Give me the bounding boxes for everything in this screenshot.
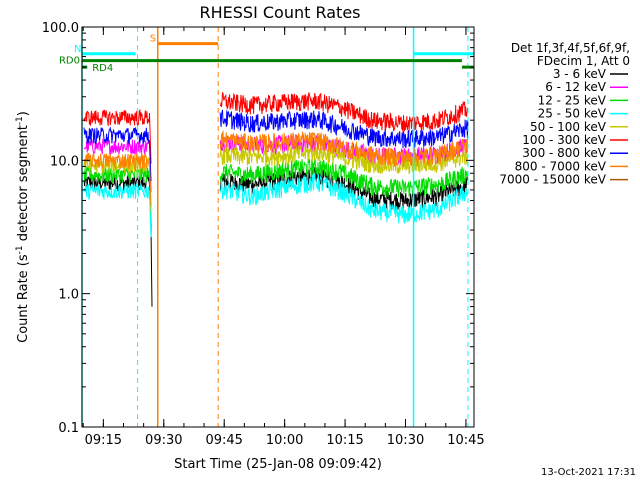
- legend-label-7: 800 - 7000 keV: [515, 159, 607, 173]
- x-tick-label-4: 10:15: [326, 433, 363, 448]
- x-axis-title: Start Time (25-Jan-08 09:09:42): [174, 457, 382, 472]
- flag-label-rd0: RD0: [59, 56, 80, 67]
- legend-label-8: 7000 - 15000 keV: [499, 173, 606, 187]
- flag-label-rd4: RD4: [92, 63, 113, 74]
- legend-header-1: FDecim 1, Att 0: [537, 54, 630, 68]
- y-tick-label-2: 10.0: [50, 154, 79, 169]
- legend-label-2: 12 - 25 keV: [538, 93, 607, 107]
- series-2: [83, 157, 469, 222]
- x-tick-label-0: 09:15: [85, 433, 122, 448]
- series-3: [83, 173, 469, 238]
- legend-label-4: 50 - 100 keV: [530, 120, 607, 134]
- flag-label-s: S: [150, 34, 156, 45]
- legend-label-3: 25 - 50 keV: [538, 107, 607, 121]
- y-axis-title-part: -1: [15, 245, 25, 254]
- series-5-line-post: [219, 92, 469, 134]
- y-axis-title-part: -1: [15, 116, 25, 125]
- y-tick-label-3: 100.0: [42, 21, 79, 36]
- series-6: [83, 109, 469, 182]
- axes-layer: 0.1 1.0 10.0 100.0 09:15 09:30 09:45 10:00 10:15…: [15, 21, 485, 448]
- series-3-line-pre: [83, 183, 152, 238]
- series-6-line-pre: [83, 126, 152, 182]
- series-7: [83, 129, 469, 207]
- series-2-line-post: [219, 157, 469, 198]
- data-layer: [83, 92, 469, 307]
- series-7-line-post: [219, 129, 469, 168]
- chart-title: RHESSI Count Rates: [200, 3, 361, 22]
- y-axis-title-part: detector segment: [16, 125, 31, 245]
- legend: Det 1f,3f,4f,5f,6f,9f,FDecim 1, Att 03 -…: [499, 41, 630, 187]
- series-7-line-pre: [83, 151, 152, 207]
- legend-header-0: Det 1f,3f,4f,5f,6f,9f,: [511, 41, 630, 55]
- x-tick-label-5: 10:30: [387, 433, 424, 448]
- reference-lines-layer: RD0 RD4 S N: [59, 27, 474, 427]
- y-axis-title-part: ): [16, 111, 31, 116]
- x-tick-label-3: 10:00: [266, 433, 303, 448]
- series-2-line-pre: [83, 166, 152, 222]
- x-tick-label-6: 10:45: [447, 433, 484, 448]
- y-axis-title: Count Rate (s-1 detector segment-1): [15, 111, 31, 343]
- series-5-line-pre: [83, 108, 152, 164]
- y-axis-title-part: Count Rate (s: [16, 254, 31, 343]
- plot-frame: [81, 26, 475, 428]
- legend-label-6: 300 - 800 keV: [522, 146, 606, 160]
- flag-label-n: N: [74, 44, 81, 55]
- x-tick-label-2: 09:45: [205, 433, 242, 448]
- series-3-line-post: [219, 173, 469, 225]
- legend-label-5: 100 - 300 keV: [522, 133, 606, 147]
- series-5: [83, 92, 469, 164]
- series-1-line-pre: [83, 137, 152, 193]
- legend-label-0: 3 - 6 keV: [553, 67, 607, 81]
- y-tick-label-0: 0.1: [58, 421, 79, 436]
- series-6-line-post: [219, 109, 469, 149]
- x-tick-label-1: 09:30: [145, 433, 182, 448]
- legend-label-1: 6 - 12 keV: [545, 80, 607, 94]
- footer-timestamp: 13-Oct-2021 17:31: [541, 467, 636, 478]
- y-tick-label-1: 1.0: [58, 288, 79, 303]
